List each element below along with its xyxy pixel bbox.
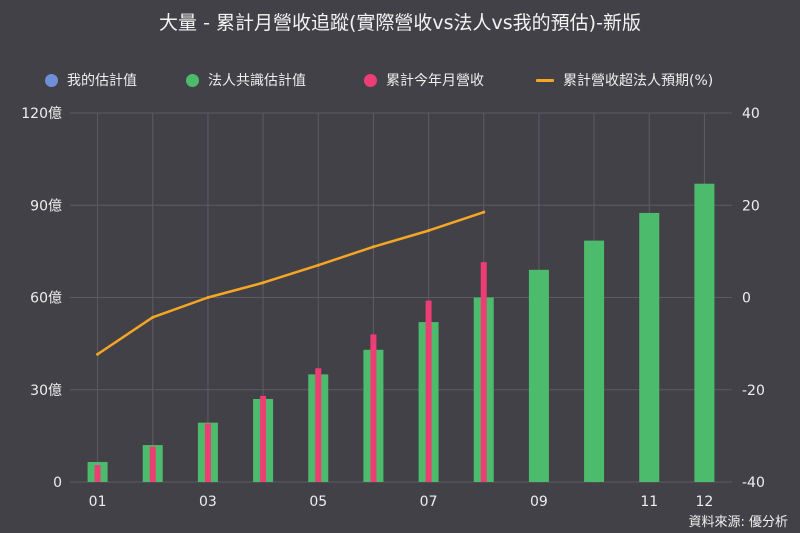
x-tick-label: 05 bbox=[309, 494, 327, 510]
line-point-beat-expectation bbox=[261, 281, 265, 285]
y-left-tick-label: 60億 bbox=[30, 291, 62, 307]
y-right-tick-label: 20 bbox=[742, 198, 760, 214]
bar-consensus-estimate bbox=[639, 212, 660, 482]
line-point-beat-expectation bbox=[427, 229, 431, 233]
line-point-beat-expectation bbox=[371, 245, 375, 249]
legend-label: 累計今年月營收 bbox=[386, 73, 484, 89]
line-point-beat-expectation bbox=[96, 352, 100, 356]
y-right-tick-label: -40 bbox=[742, 475, 765, 491]
bar-cumulative-revenue bbox=[204, 423, 211, 482]
x-tick-label: 07 bbox=[420, 494, 438, 510]
legend-item-beat-expectation[interactable]: 累計營收超法人預期(%) bbox=[536, 70, 713, 90]
x-tick-label: 12 bbox=[696, 494, 714, 510]
y-left-tick-label: 0 bbox=[53, 475, 62, 491]
line-point-beat-expectation bbox=[151, 315, 155, 319]
bar-cumulative-revenue bbox=[260, 395, 267, 482]
legend-label: 累計營收超法人預期(%) bbox=[563, 73, 714, 89]
legend-swatch-my-estimate bbox=[45, 73, 58, 87]
legend-swatch-beat-expectation bbox=[536, 78, 554, 82]
line-point-beat-expectation bbox=[206, 296, 210, 299]
legend-swatch-consensus-estimate bbox=[186, 73, 199, 87]
x-tick-label: 11 bbox=[640, 494, 658, 510]
bar-cumulative-revenue bbox=[370, 334, 377, 482]
bar-cumulative-revenue bbox=[425, 300, 432, 482]
legend-item-consensus-estimate[interactable]: 法人共識估計值 bbox=[186, 70, 306, 90]
legend-swatch-cumulative-revenue bbox=[364, 73, 377, 87]
source-note: 資料來源: 優分析 bbox=[688, 515, 788, 530]
chart-title: 大量 - 累計月營收追蹤(實際營收vs法人vs我的預估)-新版 bbox=[159, 12, 641, 34]
bar-cumulative-revenue bbox=[315, 368, 322, 482]
line-point-beat-expectation bbox=[482, 210, 486, 214]
bar-cumulative-revenue bbox=[149, 446, 156, 482]
legend-label: 法人共識估計值 bbox=[208, 73, 306, 89]
line-point-beat-expectation bbox=[316, 263, 320, 267]
y-left-tick-label: 30億 bbox=[30, 383, 62, 399]
y-right-tick-label: -20 bbox=[742, 383, 765, 399]
x-tick-label: 09 bbox=[530, 494, 548, 510]
legend-label: 我的估計值 bbox=[67, 73, 137, 89]
x-tick-label: 03 bbox=[199, 494, 217, 510]
x-tick-label: 01 bbox=[89, 494, 107, 510]
legend-item-my-estimate[interactable]: 我的估計值 bbox=[45, 70, 137, 90]
legend-item-cumulative-revenue[interactable]: 累計今年月營收 bbox=[364, 70, 484, 90]
bar-cumulative-revenue bbox=[480, 262, 487, 482]
y-left-tick-label: 90億 bbox=[30, 198, 62, 214]
y-right-tick-label: 0 bbox=[742, 291, 751, 307]
bar-cumulative-revenue bbox=[94, 465, 101, 482]
line-beat-expectation bbox=[96, 210, 485, 356]
bar-consensus-estimate bbox=[584, 240, 605, 482]
legend: 我的估計值 法人共識估計值 累計今年月營收 累計營收超法人預期(%) bbox=[0, 70, 800, 90]
bar-consensus-estimate bbox=[694, 183, 715, 482]
y-left-tick-label: 120億 bbox=[21, 106, 62, 122]
y-right-tick-label: 40 bbox=[742, 106, 760, 122]
bar-consensus-estimate bbox=[528, 269, 549, 482]
